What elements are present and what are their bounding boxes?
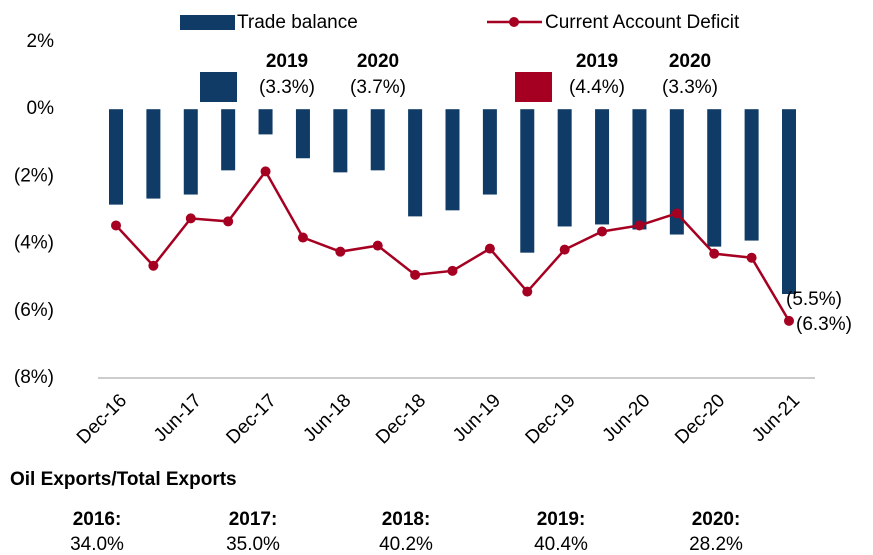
line-marker bbox=[447, 265, 458, 276]
footer-year: 2017: bbox=[229, 509, 278, 530]
y-tick-label: (2%) bbox=[14, 165, 54, 186]
line-marker bbox=[297, 232, 308, 243]
footer-year: 2016: bbox=[73, 509, 122, 530]
y-tick-label: 2% bbox=[27, 31, 55, 52]
bar bbox=[707, 109, 722, 247]
line-marker bbox=[559, 244, 570, 255]
line-marker bbox=[597, 226, 608, 237]
annotation-year: 2020 bbox=[669, 51, 711, 72]
x-tick-label: Dec-17 bbox=[222, 390, 280, 448]
annotation-value: (4.4%) bbox=[569, 77, 625, 98]
line-marker bbox=[335, 246, 346, 257]
x-tick-label: Jun-19 bbox=[449, 390, 505, 446]
line-marker bbox=[784, 315, 794, 326]
bar-value-label: (5.5%) bbox=[786, 289, 842, 310]
y-tick-label: (4%) bbox=[14, 233, 54, 254]
bar bbox=[183, 109, 198, 195]
bar bbox=[782, 109, 796, 294]
bar bbox=[295, 109, 310, 159]
bar bbox=[632, 109, 647, 230]
footer-year: 2019: bbox=[537, 509, 586, 530]
footer-title: Oil Exports/Total Exports bbox=[10, 469, 237, 490]
bar bbox=[520, 109, 535, 253]
legend-label: Trade balance bbox=[237, 12, 358, 33]
bar bbox=[595, 109, 610, 225]
annotation-box bbox=[200, 72, 237, 102]
legend-marker bbox=[509, 17, 519, 27]
line-marker bbox=[634, 220, 645, 231]
line-marker bbox=[709, 248, 720, 259]
y-tick-label: (6%) bbox=[14, 300, 54, 321]
bar bbox=[482, 109, 497, 195]
bar bbox=[109, 109, 123, 205]
bar bbox=[221, 109, 236, 171]
annotation-value: (3.7%) bbox=[350, 77, 406, 98]
footer-value: 40.4% bbox=[534, 534, 588, 555]
bar bbox=[333, 109, 348, 173]
bar bbox=[669, 109, 684, 235]
annotation-box bbox=[515, 72, 552, 102]
footer-value: 34.0% bbox=[70, 534, 124, 555]
bar bbox=[258, 109, 273, 135]
footer-year: 2018: bbox=[382, 509, 431, 530]
annotation-value: (3.3%) bbox=[259, 77, 315, 98]
footer-value: 35.0% bbox=[226, 534, 280, 555]
bar bbox=[445, 109, 460, 211]
line-marker bbox=[671, 208, 682, 219]
bar bbox=[744, 109, 759, 241]
line-marker bbox=[746, 252, 757, 263]
y-tick-label: 0% bbox=[27, 98, 55, 119]
line-marker bbox=[372, 240, 383, 251]
line-marker bbox=[185, 213, 196, 224]
line-marker bbox=[148, 260, 159, 271]
bar bbox=[408, 109, 423, 217]
x-tick-label: Jun-20 bbox=[599, 390, 655, 446]
x-tick-label: Dec-18 bbox=[372, 390, 430, 448]
footer-value: 28.2% bbox=[689, 534, 743, 555]
line-marker bbox=[260, 166, 271, 177]
line-marker bbox=[522, 286, 533, 297]
x-tick-label: Jun-18 bbox=[299, 390, 355, 446]
line-value-label: (6.3%) bbox=[796, 314, 852, 335]
annotation-year: 2020 bbox=[357, 51, 399, 72]
y-tick-label: (8%) bbox=[14, 367, 54, 388]
x-tick-label: Jun-17 bbox=[150, 390, 206, 446]
footer-value: 40.2% bbox=[379, 534, 433, 555]
legend-label: Current Account Deficit bbox=[545, 12, 740, 33]
bar bbox=[146, 109, 161, 199]
annotation-year: 2019 bbox=[576, 51, 618, 72]
x-tick-label: Dec-20 bbox=[671, 390, 729, 448]
line-marker bbox=[223, 216, 234, 227]
footer-year: 2020: bbox=[692, 509, 741, 530]
bar bbox=[557, 109, 572, 227]
line-marker bbox=[111, 220, 121, 231]
x-tick-label: Jun-21 bbox=[748, 390, 804, 446]
x-tick-label: Dec-19 bbox=[522, 390, 580, 448]
legend-swatch bbox=[180, 15, 235, 30]
bar bbox=[370, 109, 385, 171]
annotation-value: (3.3%) bbox=[662, 77, 718, 98]
line-marker bbox=[484, 243, 495, 254]
x-tick-label: Dec-16 bbox=[73, 390, 131, 448]
annotation-year: 2019 bbox=[266, 51, 308, 72]
line-marker bbox=[410, 269, 421, 280]
